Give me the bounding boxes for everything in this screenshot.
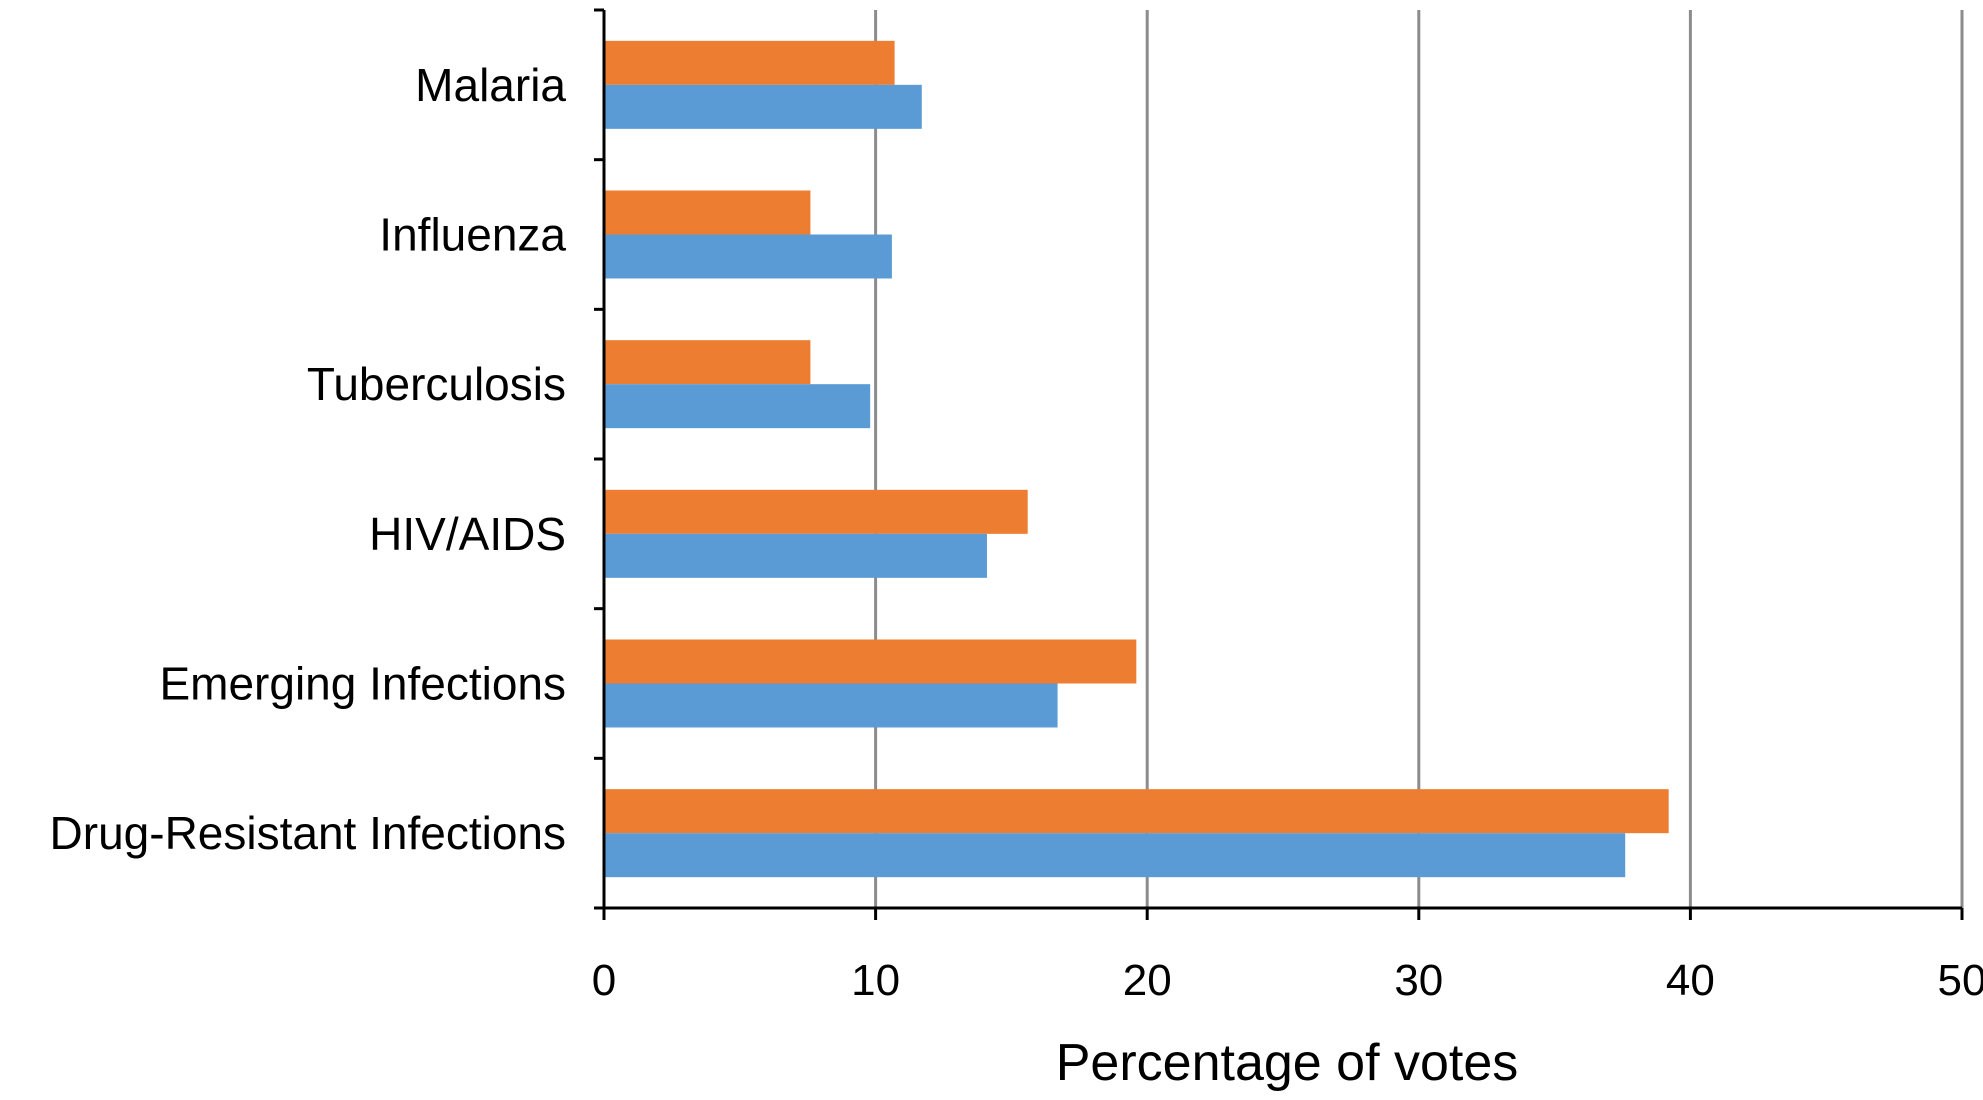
y-category-label-3: HIV/AIDS xyxy=(369,508,566,560)
bar-s2-5 xyxy=(604,833,1626,878)
x-tick-label-20: 20 xyxy=(1123,956,1172,1005)
x-tick-label-30: 30 xyxy=(1394,956,1443,1005)
bar-s1-4 xyxy=(604,639,1137,684)
bars xyxy=(604,40,1669,878)
y-category-label-2: Tuberculosis xyxy=(307,358,566,410)
bar-s1-1 xyxy=(604,190,811,235)
bar-s2-1 xyxy=(604,234,892,279)
x-axis-title: Percentage of votes xyxy=(1056,1034,1519,1092)
bar-s1-2 xyxy=(604,340,811,385)
bar-s1-3 xyxy=(604,489,1028,534)
bar-s1-0 xyxy=(604,40,895,85)
axes xyxy=(594,8,1964,920)
bar-s1-5 xyxy=(604,789,1669,834)
bar-s2-2 xyxy=(604,384,871,429)
x-tick-label-10: 10 xyxy=(851,956,900,1005)
gridlines xyxy=(874,10,1964,908)
bar-s2-4 xyxy=(604,683,1058,728)
labels: 0 10 20 30 40 50 Malaria Influenza Tuberculosis H… xyxy=(50,59,1983,1005)
bar-s2-0 xyxy=(604,84,922,129)
bar-s2-3 xyxy=(604,533,987,578)
x-tick-label-0: 0 xyxy=(592,956,616,1005)
x-tick-label-40: 40 xyxy=(1666,956,1715,1005)
y-category-label-4: Emerging Infections xyxy=(159,658,566,710)
y-category-label-0: Malaria xyxy=(415,59,566,111)
y-category-label-5: Drug-Resistant Infections xyxy=(50,807,566,859)
y-category-label-1: Influenza xyxy=(379,209,566,261)
x-tick-label-50: 50 xyxy=(1938,956,1983,1005)
